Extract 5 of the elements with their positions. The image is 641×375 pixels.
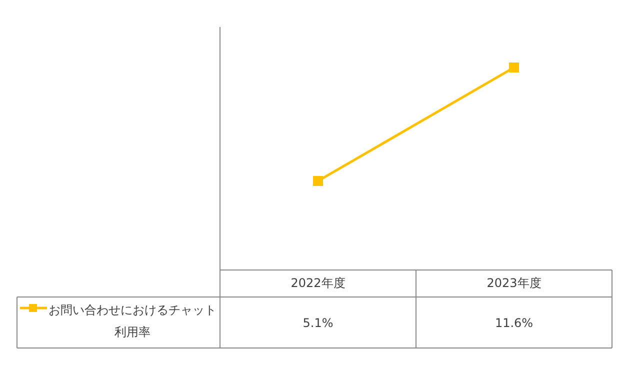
x-tick-label: 2022年度 (290, 275, 346, 292)
legend-label: お問い合わせにおけるチャット利用率 (48, 302, 218, 341)
data-label: 11.6% (494, 314, 534, 332)
x-tick-label: 2023年度 (486, 275, 542, 292)
data-label: 5.1% (302, 314, 334, 332)
